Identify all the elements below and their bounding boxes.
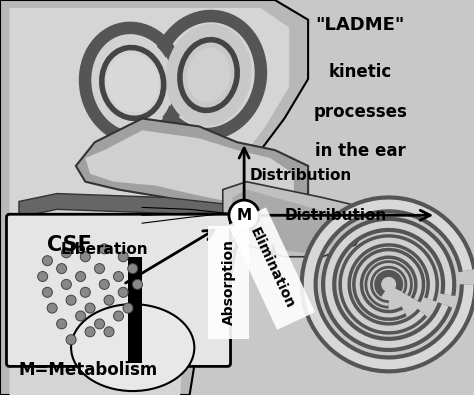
- Ellipse shape: [92, 36, 173, 130]
- Polygon shape: [9, 8, 289, 395]
- Circle shape: [85, 303, 95, 313]
- Ellipse shape: [187, 47, 230, 103]
- FancyBboxPatch shape: [7, 214, 230, 367]
- Text: Distribution: Distribution: [284, 208, 387, 223]
- Circle shape: [47, 303, 57, 313]
- Text: M=Metabolism: M=Metabolism: [19, 361, 158, 379]
- Circle shape: [61, 279, 72, 290]
- Circle shape: [56, 319, 67, 329]
- Polygon shape: [232, 190, 341, 253]
- Circle shape: [99, 279, 109, 290]
- Polygon shape: [223, 182, 370, 257]
- Circle shape: [113, 311, 124, 321]
- Polygon shape: [128, 257, 142, 363]
- Circle shape: [132, 279, 143, 290]
- Polygon shape: [0, 0, 308, 395]
- Text: Distribution: Distribution: [250, 168, 352, 183]
- Circle shape: [94, 263, 105, 274]
- Circle shape: [229, 200, 259, 230]
- Circle shape: [118, 252, 128, 262]
- Circle shape: [118, 287, 128, 297]
- Text: Elimination: Elimination: [246, 226, 297, 311]
- Ellipse shape: [71, 304, 194, 391]
- Circle shape: [85, 327, 95, 337]
- Polygon shape: [85, 130, 294, 209]
- Circle shape: [80, 252, 91, 262]
- Circle shape: [56, 263, 67, 274]
- Circle shape: [61, 248, 72, 258]
- Circle shape: [94, 319, 105, 329]
- Text: Absorption: Absorption: [221, 239, 236, 325]
- Polygon shape: [76, 118, 308, 217]
- Circle shape: [42, 256, 53, 266]
- Circle shape: [123, 303, 133, 313]
- Ellipse shape: [165, 24, 252, 126]
- Circle shape: [80, 287, 91, 297]
- Circle shape: [42, 287, 53, 297]
- Circle shape: [104, 295, 114, 305]
- Text: processes: processes: [313, 103, 407, 121]
- Circle shape: [75, 311, 86, 321]
- Circle shape: [37, 271, 48, 282]
- Text: kinetic: kinetic: [328, 63, 392, 81]
- Text: "LADME": "LADME": [316, 16, 405, 34]
- Circle shape: [75, 271, 86, 282]
- Text: in the ear: in the ear: [315, 142, 406, 160]
- Text: CSF: CSF: [47, 235, 92, 255]
- Circle shape: [128, 263, 138, 274]
- Text: M: M: [237, 208, 252, 223]
- Circle shape: [113, 271, 124, 282]
- Circle shape: [66, 295, 76, 305]
- Circle shape: [104, 327, 114, 337]
- Ellipse shape: [107, 53, 159, 113]
- Circle shape: [66, 335, 76, 345]
- Polygon shape: [19, 194, 237, 217]
- Text: Liberation: Liberation: [61, 242, 148, 257]
- Circle shape: [99, 244, 109, 254]
